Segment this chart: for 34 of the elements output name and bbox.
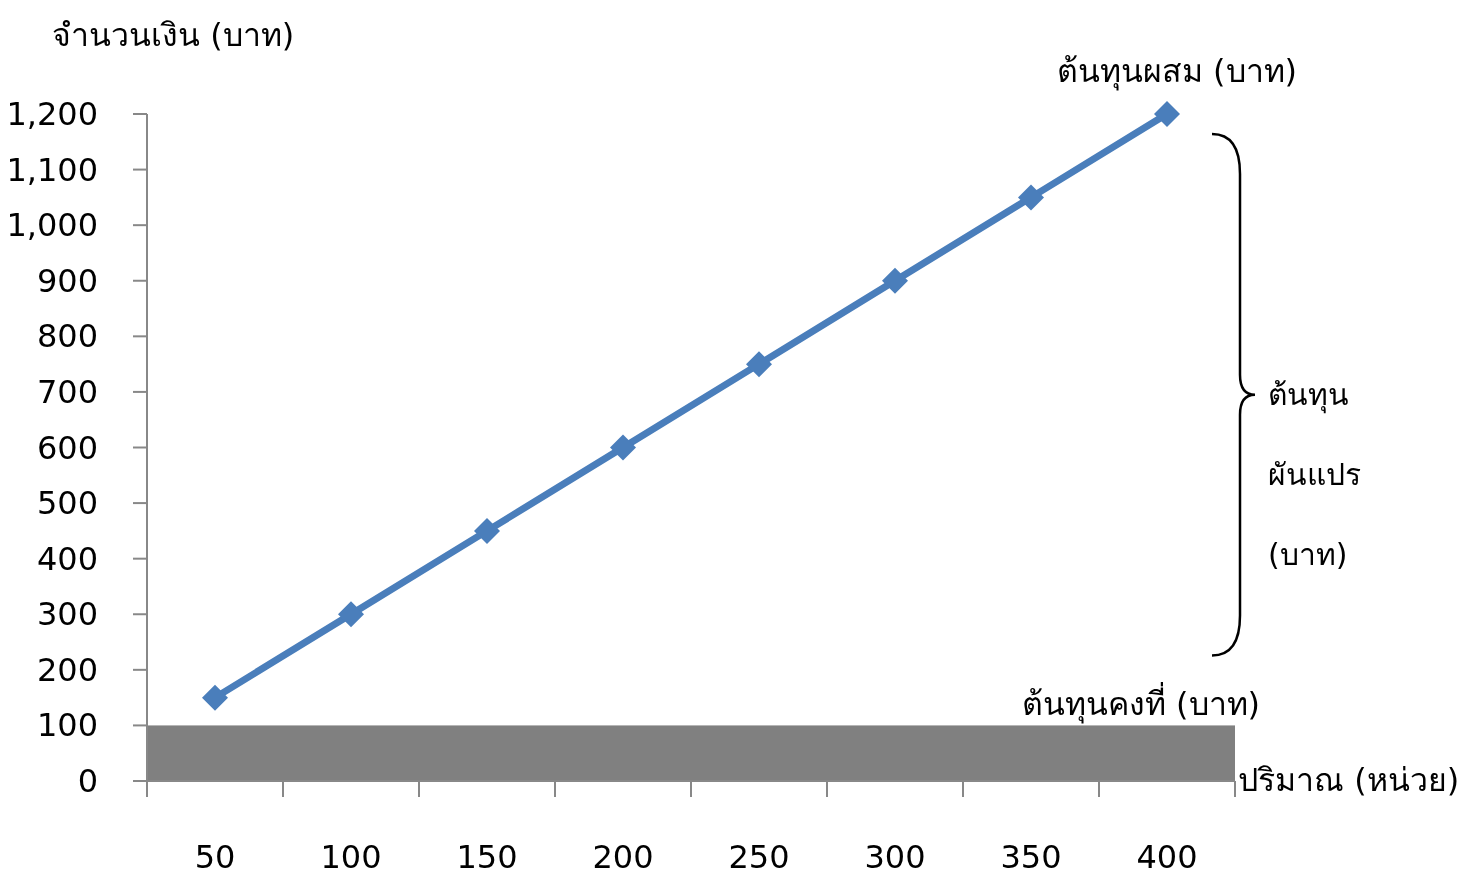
y-tick-label: 0: [77, 762, 98, 800]
y-tick-label: 300: [36, 595, 98, 634]
y-tick-label: 1,200: [6, 95, 98, 133]
point: [202, 684, 228, 711]
x-axis-title: ปริมาณ (หน่วย): [1238, 761, 1460, 799]
y-axis-title: จำนวนเงิน (บาท): [52, 16, 295, 54]
y-tick-label: 400: [36, 539, 98, 578]
x-tick-label: 250: [728, 838, 790, 876]
y-tick-label: 1,000: [6, 206, 98, 245]
y-tick-label: 200: [36, 650, 98, 689]
text: ต้นทุน ผันแปร (บาท): [1268, 376, 1361, 572]
point: [882, 267, 908, 294]
y-tick-label: 900: [36, 261, 98, 300]
point: [1154, 101, 1180, 127]
x-tick-label: 50: [194, 838, 236, 876]
point: [610, 434, 636, 461]
y-tick-label: 1,100: [6, 150, 98, 189]
x-tick-label: 350: [1000, 838, 1062, 876]
y-tick-label: 500: [36, 484, 98, 523]
x-tick-label: 150: [456, 838, 518, 876]
x-tick-label: 100: [320, 838, 382, 876]
y-tick-label: 700: [36, 372, 98, 411]
series-label: ต้นทุนผสม (บาท): [1056, 52, 1298, 91]
y-tick-label: 600: [36, 428, 98, 467]
y-tick-label: 100: [36, 706, 98, 745]
point: [1018, 184, 1044, 211]
x-tick-label: 300: [864, 838, 926, 876]
point: [338, 601, 364, 628]
y-tick-label: 800: [36, 317, 98, 356]
point: [746, 351, 772, 378]
band-label: ต้นทุนคงที่ (บาท): [1021, 682, 1260, 725]
point: [474, 517, 500, 544]
x-tick-label: 400: [1136, 838, 1198, 876]
x-tick-label: 200: [592, 838, 654, 876]
